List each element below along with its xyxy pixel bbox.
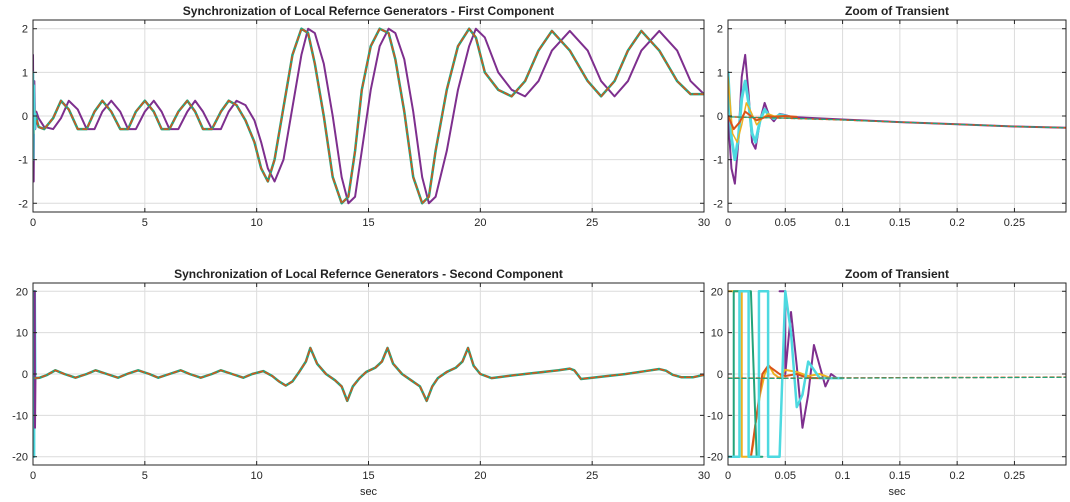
series-line-1 (778, 290, 844, 429)
y-tick-label: -2 (713, 198, 723, 210)
x-tick-label: 0 (725, 217, 731, 229)
y-tick-label: -1 (18, 155, 28, 167)
y-tick-label: 1 (717, 67, 723, 79)
x-tick-label: 0.25 (1004, 470, 1025, 482)
y-tick-label: 1 (22, 67, 28, 79)
x-tick-label: 0 (30, 470, 36, 482)
y-tick-label: 0 (22, 111, 28, 123)
series-line-1 (33, 27, 704, 205)
x-tick-label: 25 (586, 217, 598, 229)
x-tick-label: 10 (251, 217, 263, 229)
x-tick-label: 5 (142, 217, 148, 229)
x-tick-label: 25 (586, 470, 598, 482)
chart-p3: 0 5 10 15 20 25 30 -20 -10 0 10 20 Synchronization o… (12, 267, 710, 498)
x-axis-label: sec (360, 486, 378, 498)
series-line-6 (729, 116, 1066, 129)
x-tick-label: 20 (474, 470, 486, 482)
y-tick-label: 2 (717, 24, 723, 36)
x-tick-label: 5 (142, 470, 148, 482)
x-tick-label: 0.15 (889, 470, 910, 482)
chart-title: Synchronization of Local Refernce Genera… (183, 4, 554, 18)
x-tick-label: 0.2 (950, 470, 965, 482)
y-tick-label: 0 (717, 369, 723, 381)
x-tick-label: 0.25 (1004, 217, 1025, 229)
x-tick-label: 0.2 (950, 217, 965, 229)
y-tick-label: -2 (18, 198, 28, 210)
series-group (728, 290, 1066, 458)
y-tick-label: 0 (22, 369, 28, 381)
series-line-4 (34, 347, 704, 402)
x-tick-label: 0.1 (835, 217, 850, 229)
chart-p4: 0 0.05 0.1 0.15 0.2 0.25 -20 -10 0 10 20 Zoom of Tr… (707, 267, 1067, 498)
series-line-7 (728, 376, 1066, 379)
x-tick-label: 10 (251, 470, 263, 482)
y-tick-label: 10 (16, 328, 28, 340)
series-line-5 (728, 290, 844, 458)
series-group (728, 53, 1066, 185)
y-tick-label: -10 (12, 410, 28, 422)
chart-p1: 0 5 10 15 20 25 30 -2 -1 0 1 2 Synchronization of Lo… (18, 4, 710, 229)
y-tick-label: -20 (707, 452, 723, 464)
y-tick-label: 10 (711, 328, 723, 340)
chart-title: Synchronization of Local Refernce Genera… (174, 267, 563, 281)
x-tick-label: 0.1 (835, 470, 850, 482)
y-tick-label: 20 (711, 286, 723, 298)
y-tick-label: 2 (22, 24, 28, 36)
series-line-3 (34, 27, 704, 205)
y-tick-label: 0 (717, 111, 723, 123)
y-tick-label: -1 (713, 155, 723, 167)
x-tick-label: 0.05 (775, 470, 796, 482)
chart-title: Zoom of Transient (845, 4, 949, 18)
x-tick-label: 0.15 (889, 217, 910, 229)
chart-title: Zoom of Transient (845, 267, 949, 281)
series-line-4 (728, 110, 798, 131)
chart-p2: 0 0.05 0.1 0.15 0.2 0.25 -2 -1 0 1 2 Zoom of Transi… (713, 4, 1067, 229)
x-axis-label: sec (888, 486, 906, 498)
x-tick-label: 0.05 (775, 217, 796, 229)
x-tick-label: 20 (474, 217, 486, 229)
x-tick-label: 15 (362, 470, 374, 482)
x-tick-label: 0 (30, 217, 36, 229)
series-line-2 (728, 290, 833, 458)
y-tick-label: -10 (707, 410, 723, 422)
x-tick-label: 15 (362, 217, 374, 229)
series-line-2 (33, 290, 37, 429)
y-tick-label: -20 (12, 452, 28, 464)
x-tick-label: 0 (725, 470, 731, 482)
x-tick-label: 30 (698, 217, 710, 229)
y-tick-label: 20 (16, 286, 28, 298)
x-tick-label: 30 (698, 470, 710, 482)
